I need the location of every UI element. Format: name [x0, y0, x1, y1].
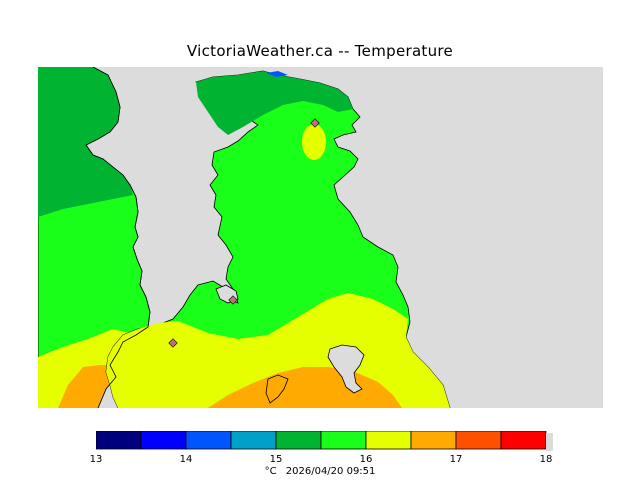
isotherm-15-west: [38, 67, 133, 217]
legend-swatch: [455, 431, 502, 450]
legend-tick-label: 14: [179, 454, 193, 465]
legend-swatch: [320, 431, 367, 450]
legend-tick-label: 16: [359, 454, 373, 465]
station-marker: [228, 295, 238, 305]
island-east: [327, 344, 365, 394]
legend-tick-label: 13: [89, 454, 103, 465]
unit-label: °C: [264, 466, 277, 477]
coastline-west: [85, 67, 151, 408]
temperature-map: [38, 67, 603, 408]
isotherm-14-5-north: [266, 71, 288, 77]
legend-tick-label: 18: [539, 454, 553, 465]
legend-swatch: [140, 431, 187, 450]
isotherm-15-north: [196, 71, 353, 135]
legend-tick-label: 17: [449, 454, 463, 465]
legend-swatch: [96, 431, 142, 450]
legend-swatch: [410, 431, 457, 450]
legend-swatch: [185, 431, 232, 450]
legend-swatch: [275, 431, 322, 450]
legend-swatch: [500, 431, 547, 450]
timestamp: 2026/04/20 09:51: [285, 466, 376, 477]
color-legend: [96, 431, 553, 451]
station-marker: [310, 118, 320, 128]
legend-caption: °C 2026/04/20 09:51: [0, 466, 640, 477]
legend-tick-label: 15: [269, 454, 283, 465]
station-marker: [168, 338, 178, 348]
legend-swatch: [230, 431, 277, 450]
map-title: VictoriaWeather.ca -- Temperature: [186, 42, 454, 60]
legend-swatch: [365, 431, 412, 450]
island-south: [265, 374, 289, 404]
isotherm-16-north-spot: [302, 124, 326, 160]
isotherm-16-5-west: [58, 365, 116, 408]
legend-shadow: [546, 433, 553, 451]
